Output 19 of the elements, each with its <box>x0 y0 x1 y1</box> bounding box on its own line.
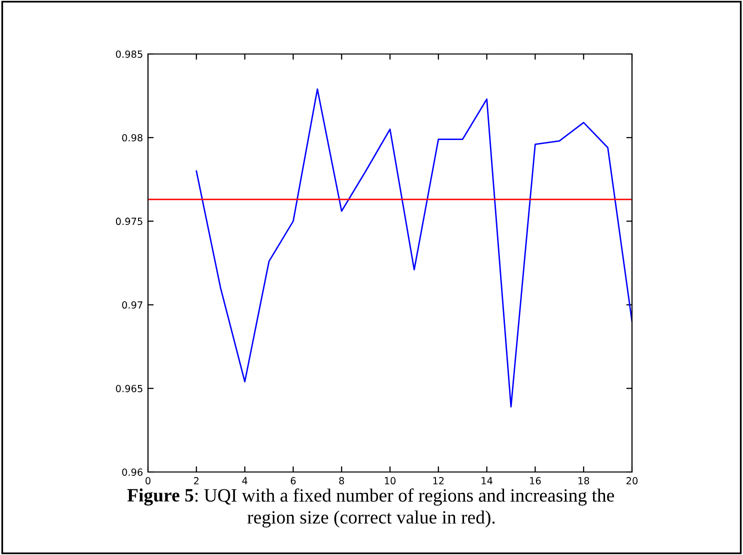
y-tick-label: 0.965 <box>116 384 142 392</box>
y-tick-label: 0.97 <box>122 301 142 309</box>
x-tick-label: 6 <box>290 477 296 484</box>
x-tick-label: 4 <box>242 477 248 484</box>
x-tick-label: 18 <box>578 477 590 484</box>
y-tick-label: 0.985 <box>116 50 142 58</box>
x-tick-label: 14 <box>482 477 492 484</box>
x-tick-label: 10 <box>384 477 396 484</box>
x-tick-label: 0 <box>146 477 150 484</box>
x-tick-label: 16 <box>530 477 541 484</box>
line-series <box>196 88 632 408</box>
x-tick-label: 20 <box>626 477 638 484</box>
caption: Figure 5: UQI with a fixed number of regions and increasing the region size (correct value in red). <box>127 488 614 528</box>
y-tick-label: 0.96 <box>122 468 143 476</box>
x-tick-label: 12 <box>433 477 444 484</box>
x-tick-label: 2 <box>194 477 199 484</box>
x-tick-label: 8 <box>339 477 344 484</box>
y-tick-label: 0.98 <box>122 134 142 142</box>
y-tick-label: 0.975 <box>116 218 142 226</box>
